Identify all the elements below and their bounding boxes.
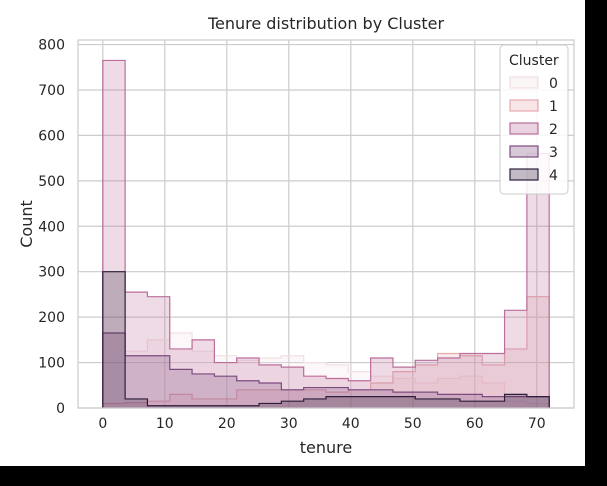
bar-cluster-4-bin-1 [125, 399, 147, 408]
series-1 [102, 296, 550, 408]
legend: Cluster 0 1 2 3 4 [499, 44, 569, 195]
legend-item-1: 1 [509, 99, 558, 115]
legend-label: 0 [549, 76, 558, 92]
x-tick-label: 40 [342, 416, 360, 432]
y-tick-label: 500 [38, 174, 65, 190]
x-axis-label: tenure [300, 438, 352, 457]
series-0-fill [102, 333, 550, 408]
legend-item-2: 2 [509, 122, 558, 138]
bar-cluster-4-bin-11 [348, 397, 370, 408]
series-3-outline [102, 332, 550, 408]
bar-cluster-3-bin-2 [147, 356, 169, 408]
histogram-bars [102, 59, 550, 408]
y-tick-label: 100 [38, 356, 65, 372]
plot-area [78, 40, 574, 408]
bar-cluster-4-bin-19 [527, 397, 549, 408]
y-tick-label: 0 [56, 401, 65, 417]
y-tick-label: 600 [38, 128, 65, 144]
legend-label: 4 [549, 168, 558, 184]
series-3 [102, 332, 550, 408]
y-tick-label: 200 [38, 310, 65, 326]
legend-label: 1 [549, 99, 558, 115]
y-tick-label: 800 [38, 38, 65, 54]
legend-item-4: 4 [509, 168, 558, 184]
bar-cluster-4-bin-12 [371, 397, 393, 408]
legend-swatch [509, 76, 539, 89]
bar-cluster-4-bin-10 [326, 397, 348, 408]
series-2 [102, 59, 550, 408]
bar-cluster-4-bin-18 [505, 394, 527, 408]
y-tick-label: 400 [38, 219, 65, 235]
histogram-chart: 0 10 20 30 40 50 60 700100200300400500600700800… [17, 14, 575, 457]
bar-cluster-4-bin-15 [438, 399, 460, 408]
x-tick-label: 20 [218, 416, 236, 432]
y-tick-label: 300 [38, 265, 65, 281]
legend-swatch [509, 168, 539, 181]
bar-cluster-3-bin-5 [214, 376, 236, 408]
bar-cluster-4-bin-0 [103, 272, 125, 408]
series-4-outline [102, 271, 550, 408]
figure: 0 10 20 30 40 50 60 70 0 100 200 300 400 500 600 700 800… [0, 0, 585, 466]
chart-title: Tenure distribution by Cluster [207, 14, 445, 33]
x-tick-label: 50 [404, 416, 422, 432]
bar-cluster-4-bin-13 [393, 397, 415, 408]
x-tick-label: 0 [98, 416, 107, 432]
legend-swatch [509, 99, 539, 112]
bar-cluster-4-bin-14 [415, 399, 437, 408]
series-4 [102, 271, 550, 408]
bar-cluster-4-bin-17 [482, 401, 504, 408]
series-2-fill [102, 60, 550, 408]
bar-cluster-4-bin-9 [304, 399, 326, 408]
plot-border [77, 39, 575, 409]
series-1-fill [102, 296, 550, 408]
bar-cluster-3-bin-4 [192, 374, 214, 408]
series-2-outline [102, 59, 550, 408]
y-axis-label: Count [17, 200, 36, 248]
bar-cluster-4-bin-7 [259, 403, 281, 408]
legend-label: 2 [549, 122, 558, 138]
legend-swatch [509, 145, 539, 158]
legend-title: Cluster [509, 53, 559, 69]
x-tick-label: 70 [528, 416, 546, 432]
bar-cluster-3-bin-6 [237, 381, 259, 408]
bar-cluster-4-bin-8 [281, 401, 303, 408]
x-tick-label: 10 [156, 416, 174, 432]
legend-label: 3 [549, 145, 558, 161]
x-tick-label: 60 [466, 416, 484, 432]
y-tick-label: 700 [38, 83, 65, 99]
legend-item-3: 3 [509, 145, 558, 161]
legend-swatch [509, 122, 539, 135]
grid [78, 40, 574, 409]
series-3-fill [102, 333, 550, 408]
axes-frame [77, 39, 575, 409]
bar-cluster-4-bin-16 [460, 401, 482, 408]
series-1-outline [102, 296, 550, 408]
bar-cluster-3-bin-3 [170, 369, 192, 408]
bar-cluster-2-bin-18 [505, 310, 527, 408]
legend-item-0: 0 [509, 76, 558, 92]
x-tick-label: 30 [280, 416, 298, 432]
